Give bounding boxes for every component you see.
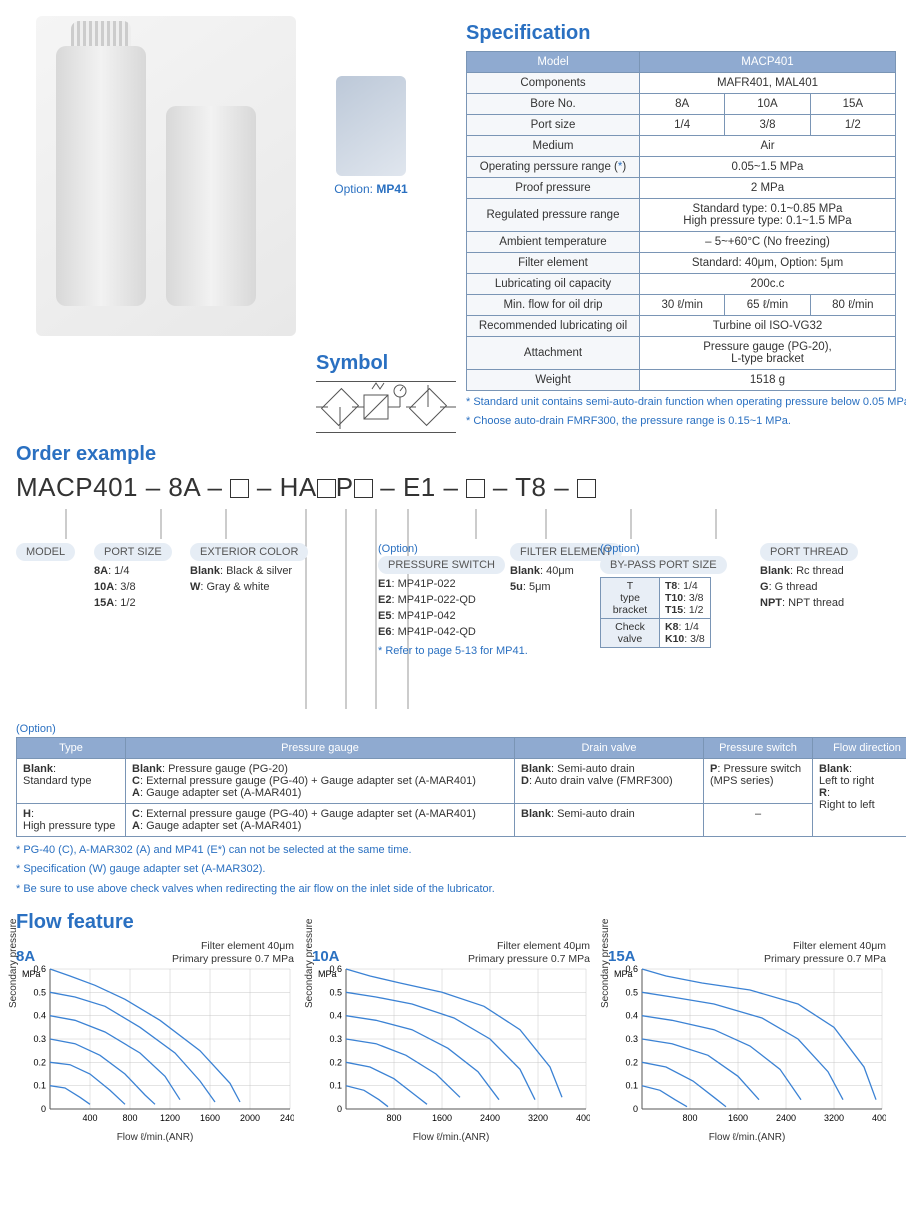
order-block-color: EXTERIOR COLORBlank: Black & silverW: Gr…	[190, 543, 308, 596]
svg-text:0.4: 0.4	[329, 1011, 342, 1021]
symbol-heading: Symbol	[316, 352, 456, 375]
svg-text:0.3: 0.3	[33, 1034, 46, 1044]
svg-text:0.5: 0.5	[625, 988, 638, 998]
svg-text:2400: 2400	[480, 1113, 500, 1123]
svg-text:3200: 3200	[528, 1113, 548, 1123]
svg-text:4000: 4000	[872, 1113, 886, 1123]
svg-text:0.4: 0.4	[33, 1011, 46, 1021]
svg-text:1600: 1600	[728, 1113, 748, 1123]
svg-text:800: 800	[122, 1113, 137, 1123]
svg-text:0.1: 0.1	[625, 1081, 638, 1091]
order-block-pswitch: (Option)PRESSURE SWITCHE1: MP41P-022E2: …	[378, 543, 528, 659]
svg-text:MPa: MPa	[22, 969, 41, 979]
svg-text:1200: 1200	[160, 1113, 180, 1123]
svg-text:2000: 2000	[240, 1113, 260, 1123]
order-code: MACP401 – 8A – – HAP – E1 – – T8 –	[16, 472, 906, 503]
option-table: TypePressure gaugeDrain valvePressure sw…	[16, 737, 906, 837]
option-image	[336, 76, 406, 176]
chart-8A: 8AFilter element 40μmPrimary pressure 0.…	[16, 940, 294, 1143]
svg-text:400: 400	[82, 1113, 97, 1123]
svg-text:0: 0	[633, 1104, 638, 1114]
option-caption: Option: MP41	[316, 182, 426, 196]
order-heading: Order example	[16, 443, 906, 466]
spec-table: ModelMACP401ComponentsMAFR401, MAL401Bor…	[466, 51, 896, 391]
spec-note: * Standard unit contains semi-auto-drain…	[466, 395, 906, 410]
order-block-model: MODEL	[16, 543, 75, 564]
order-note: * Specification (W) gauge adapter set (A…	[16, 862, 906, 877]
order-note: * Be sure to use above check valves when…	[16, 882, 906, 897]
svg-text:1600: 1600	[200, 1113, 220, 1123]
svg-text:MPa: MPa	[614, 969, 633, 979]
order-block-bypass: (Option)BY-PASS PORT SIZETtype bracketT8…	[600, 543, 727, 648]
option-tag: (Option)	[16, 723, 906, 735]
svg-text:0: 0	[337, 1104, 342, 1114]
svg-text:0.2: 0.2	[329, 1058, 342, 1068]
svg-text:0: 0	[41, 1104, 46, 1114]
svg-text:3200: 3200	[824, 1113, 844, 1123]
order-note: * PG-40 (C), A-MAR302 (A) and MP41 (E*) …	[16, 843, 906, 858]
flow-heading: Flow feature	[16, 911, 906, 934]
svg-text:0.2: 0.2	[625, 1058, 638, 1068]
svg-text:800: 800	[682, 1113, 697, 1123]
symbol-diagram	[316, 381, 456, 433]
svg-text:0.3: 0.3	[329, 1034, 342, 1044]
flow-charts: 8AFilter element 40μmPrimary pressure 0.…	[16, 940, 906, 1143]
spec-heading: Specification	[466, 22, 906, 45]
product-image	[36, 16, 296, 336]
svg-text:2400: 2400	[280, 1113, 294, 1123]
chart-15A: 15AFilter element 40μmPrimary pressure 0…	[608, 940, 886, 1143]
chart-10A: 10AFilter element 40μmPrimary pressure 0…	[312, 940, 590, 1143]
svg-text:2400: 2400	[776, 1113, 796, 1123]
svg-text:0.5: 0.5	[329, 988, 342, 998]
order-block-thread: PORT THREADBlank: Rc threadG: G threadNP…	[760, 543, 858, 612]
svg-text:0.1: 0.1	[33, 1081, 46, 1091]
order-block-port: PORT SIZE8A: 1/410A: 3/815A: 1/2	[94, 543, 172, 612]
svg-text:0.4: 0.4	[625, 1011, 638, 1021]
svg-text:0.2: 0.2	[33, 1058, 46, 1068]
svg-text:800: 800	[386, 1113, 401, 1123]
svg-text:4000: 4000	[576, 1113, 590, 1123]
svg-text:0.3: 0.3	[625, 1034, 638, 1044]
svg-text:0.1: 0.1	[329, 1081, 342, 1091]
svg-text:1600: 1600	[432, 1113, 452, 1123]
spec-note: * Choose auto-drain FMRF300, the pressur…	[466, 414, 906, 429]
svg-text:0.5: 0.5	[33, 988, 46, 998]
order-grid: MODEL PORT SIZE8A: 1/410A: 3/815A: 1/2 EXT…	[16, 509, 906, 709]
svg-text:MPa: MPa	[318, 969, 337, 979]
